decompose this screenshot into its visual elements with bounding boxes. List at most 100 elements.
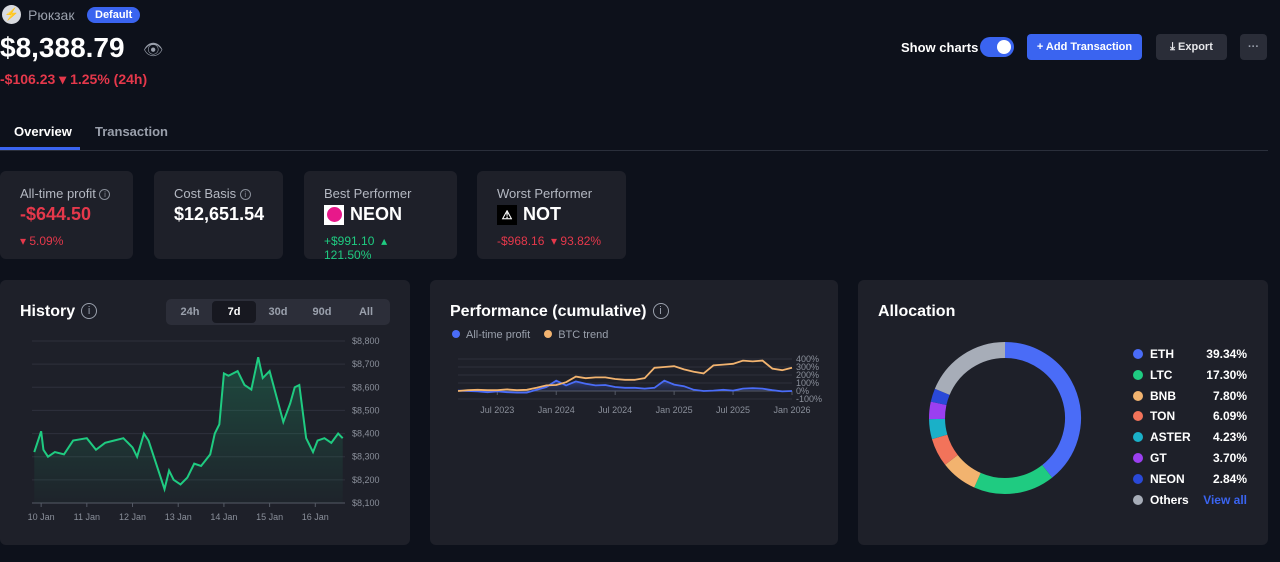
legend-name: Others: [1150, 492, 1189, 507]
neon-logo-icon: [324, 204, 344, 225]
y-tick-label: -100%: [796, 394, 822, 404]
allocation-donut: [929, 342, 1081, 494]
legend-item-bnb[interactable]: BNB 7.80%: [1133, 389, 1247, 403]
legend-item-aster[interactable]: ASTER 4.23%: [1133, 430, 1247, 444]
tab-bar: Overview Transaction: [0, 118, 1268, 151]
legend-percent: 2.84%: [1212, 471, 1247, 486]
y-tick-label: $8,600: [352, 382, 380, 392]
y-tick-label: $8,200: [352, 475, 380, 485]
stat-best-performer: Best Performer NEON +$991.10 ▴ 121.50%: [304, 171, 457, 262]
stat-label: Worst Performer: [497, 186, 593, 201]
export-button[interactable]: ⤓ Export: [1156, 34, 1227, 60]
range-selector: 24h 7d 30d 90d All: [166, 299, 390, 325]
x-tick-label: 15 Jan: [256, 512, 283, 522]
portfolio-icon: ⚡: [2, 5, 21, 24]
history-chart: $8,800 $8,700 $8,600 $8,500 $8,400 $8,300 $8,2…: [28, 336, 380, 522]
range-7d[interactable]: 7d: [212, 301, 256, 323]
x-tick-label: 13 Jan: [165, 512, 192, 522]
y-tick-label: $8,400: [352, 429, 380, 439]
stat-value: ⚠ NOT: [497, 204, 606, 225]
legend-item-neon[interactable]: NEON 2.84%: [1133, 472, 1247, 486]
legend-item-ton[interactable]: TON 6.09%: [1133, 409, 1247, 423]
info-icon[interactable]: i: [239, 189, 251, 200]
tab-overview[interactable]: Overview: [14, 124, 72, 139]
x-tick-label: Jul 2023: [480, 405, 514, 415]
legend-name: TON: [1150, 409, 1176, 424]
worst-performer-name[interactable]: NOT: [523, 204, 561, 224]
x-tick-label: 16 Jan: [302, 512, 329, 522]
legend-dot: [1133, 369, 1143, 380]
legend-dot: [1133, 349, 1143, 359]
history-card: History i 24h 7d 30d 90d All $8,800 $8,700 $8,6…: [0, 280, 410, 545]
download-icon: ⤓: [1170, 41, 1179, 53]
x-tick-label: Jul 2024: [598, 405, 632, 415]
history-area: [34, 357, 343, 503]
legend-item-ltc[interactable]: LTC 17.30%: [1133, 368, 1247, 382]
legend-percent: 3.70%: [1212, 451, 1247, 465]
legend-name: ETH: [1150, 347, 1174, 361]
legend-percent: 6.09%: [1212, 409, 1247, 424]
slice-others: [934, 342, 1006, 396]
btc-trend-line: [457, 359, 793, 392]
x-tick-label: 10 Jan: [28, 512, 55, 522]
legend-name: LTC: [1150, 367, 1173, 382]
stat-label: All-time profit: [20, 186, 96, 201]
portfolio-total: $8,388.79: [0, 32, 125, 63]
x-tick-label: Jan 2024: [538, 405, 575, 415]
legend-dot: [1133, 473, 1143, 484]
stat-sub: ▾ 5.09%: [20, 234, 64, 248]
info-icon[interactable]: i: [81, 303, 98, 319]
tab-transaction[interactable]: Transaction: [95, 124, 168, 139]
y-tick-label: $8,500: [352, 405, 380, 415]
stat-cost-basis: Cost Basis i $12,651.54: [154, 171, 283, 259]
best-percent: ▴ 121.50%: [324, 234, 388, 262]
worst-percent: ▾ 93.82%: [551, 234, 602, 248]
range-24h[interactable]: 24h: [180, 306, 200, 318]
legend-dot: [1133, 453, 1143, 463]
y-tick-label: 300%: [796, 362, 819, 372]
y-tick-label: $8,800: [352, 336, 380, 346]
slice-ltc: [974, 464, 1053, 494]
legend-label: BTC trend: [558, 329, 609, 341]
info-icon[interactable]: i: [99, 189, 111, 200]
info-icon[interactable]: i: [652, 303, 669, 319]
legend-dot: [1133, 432, 1143, 443]
legend-btc-trend[interactable]: BTC trend: [544, 329, 608, 341]
legend-percent: 17.30%: [1206, 367, 1247, 382]
slice-gt: [929, 401, 947, 420]
legend-item-others[interactable]: Others View all: [1133, 493, 1247, 507]
default-badge: Default: [87, 7, 141, 23]
y-tick-label: 100%: [796, 378, 819, 388]
change-amount: -$106.23: [0, 71, 56, 87]
legend-all-time-profit[interactable]: All-time profit: [452, 329, 530, 341]
y-tick-label: $8,100: [352, 498, 380, 508]
more-button[interactable]: ···: [1240, 34, 1267, 60]
portfolio-change: -$106.23 ▾ 1.25% (24h): [0, 71, 147, 88]
stat-value: $12,651.54: [174, 204, 265, 224]
active-tab-indicator: [0, 147, 80, 150]
portfolio-name[interactable]: Рюкзак: [28, 7, 75, 23]
best-performer-name[interactable]: NEON: [350, 204, 403, 224]
export-label: Export: [1178, 41, 1213, 53]
legend-item-gt[interactable]: GT 3.70%: [1133, 451, 1247, 465]
show-charts-toggle[interactable]: [980, 37, 1014, 57]
range-30d[interactable]: 30d: [268, 306, 288, 318]
legend-label: All-time profit: [466, 329, 531, 341]
x-tick-label: Jan 2026: [773, 405, 810, 415]
performance-title-text: Performance (cumulative): [450, 303, 647, 320]
add-transaction-button[interactable]: + Add Transaction: [1027, 34, 1142, 60]
legend-item-eth[interactable]: ETH 39.34%: [1133, 347, 1247, 361]
change-percent: ▾ 1.25% (24h): [59, 71, 148, 87]
eye-icon[interactable]: 👁: [143, 42, 164, 59]
range-All[interactable]: All: [358, 306, 374, 318]
view-all-link[interactable]: View all: [1203, 492, 1247, 507]
x-tick-label: 14 Jan: [210, 512, 237, 522]
range-90d[interactable]: 90d: [312, 306, 332, 318]
best-amount: +$991.10: [324, 234, 375, 248]
x-tick-label: 11 Jan: [74, 512, 100, 522]
stat-all-time-profit: All-time profit i -$644.50 ▾ 5.09%: [0, 171, 133, 259]
worst-amount: -$968.16: [497, 234, 545, 248]
profit-area: [458, 380, 792, 393]
stat-value: NEON: [324, 204, 437, 225]
stat-worst-performer: Worst Performer ⚠ NOT -$968.16 ▾ 93.82%: [477, 171, 626, 259]
